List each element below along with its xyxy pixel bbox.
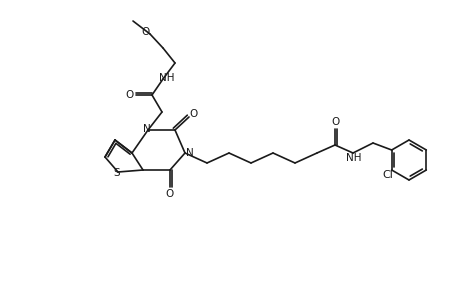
Text: O: O bbox=[331, 117, 339, 127]
Text: O: O bbox=[190, 109, 198, 119]
Text: O: O bbox=[141, 27, 150, 37]
Text: S: S bbox=[113, 168, 120, 178]
Text: NH: NH bbox=[159, 73, 174, 83]
Text: N: N bbox=[186, 148, 193, 158]
Text: O: O bbox=[166, 189, 174, 199]
Text: Cl: Cl bbox=[381, 170, 392, 180]
Text: NH: NH bbox=[346, 153, 361, 163]
Text: N: N bbox=[143, 124, 151, 134]
Text: O: O bbox=[126, 90, 134, 100]
